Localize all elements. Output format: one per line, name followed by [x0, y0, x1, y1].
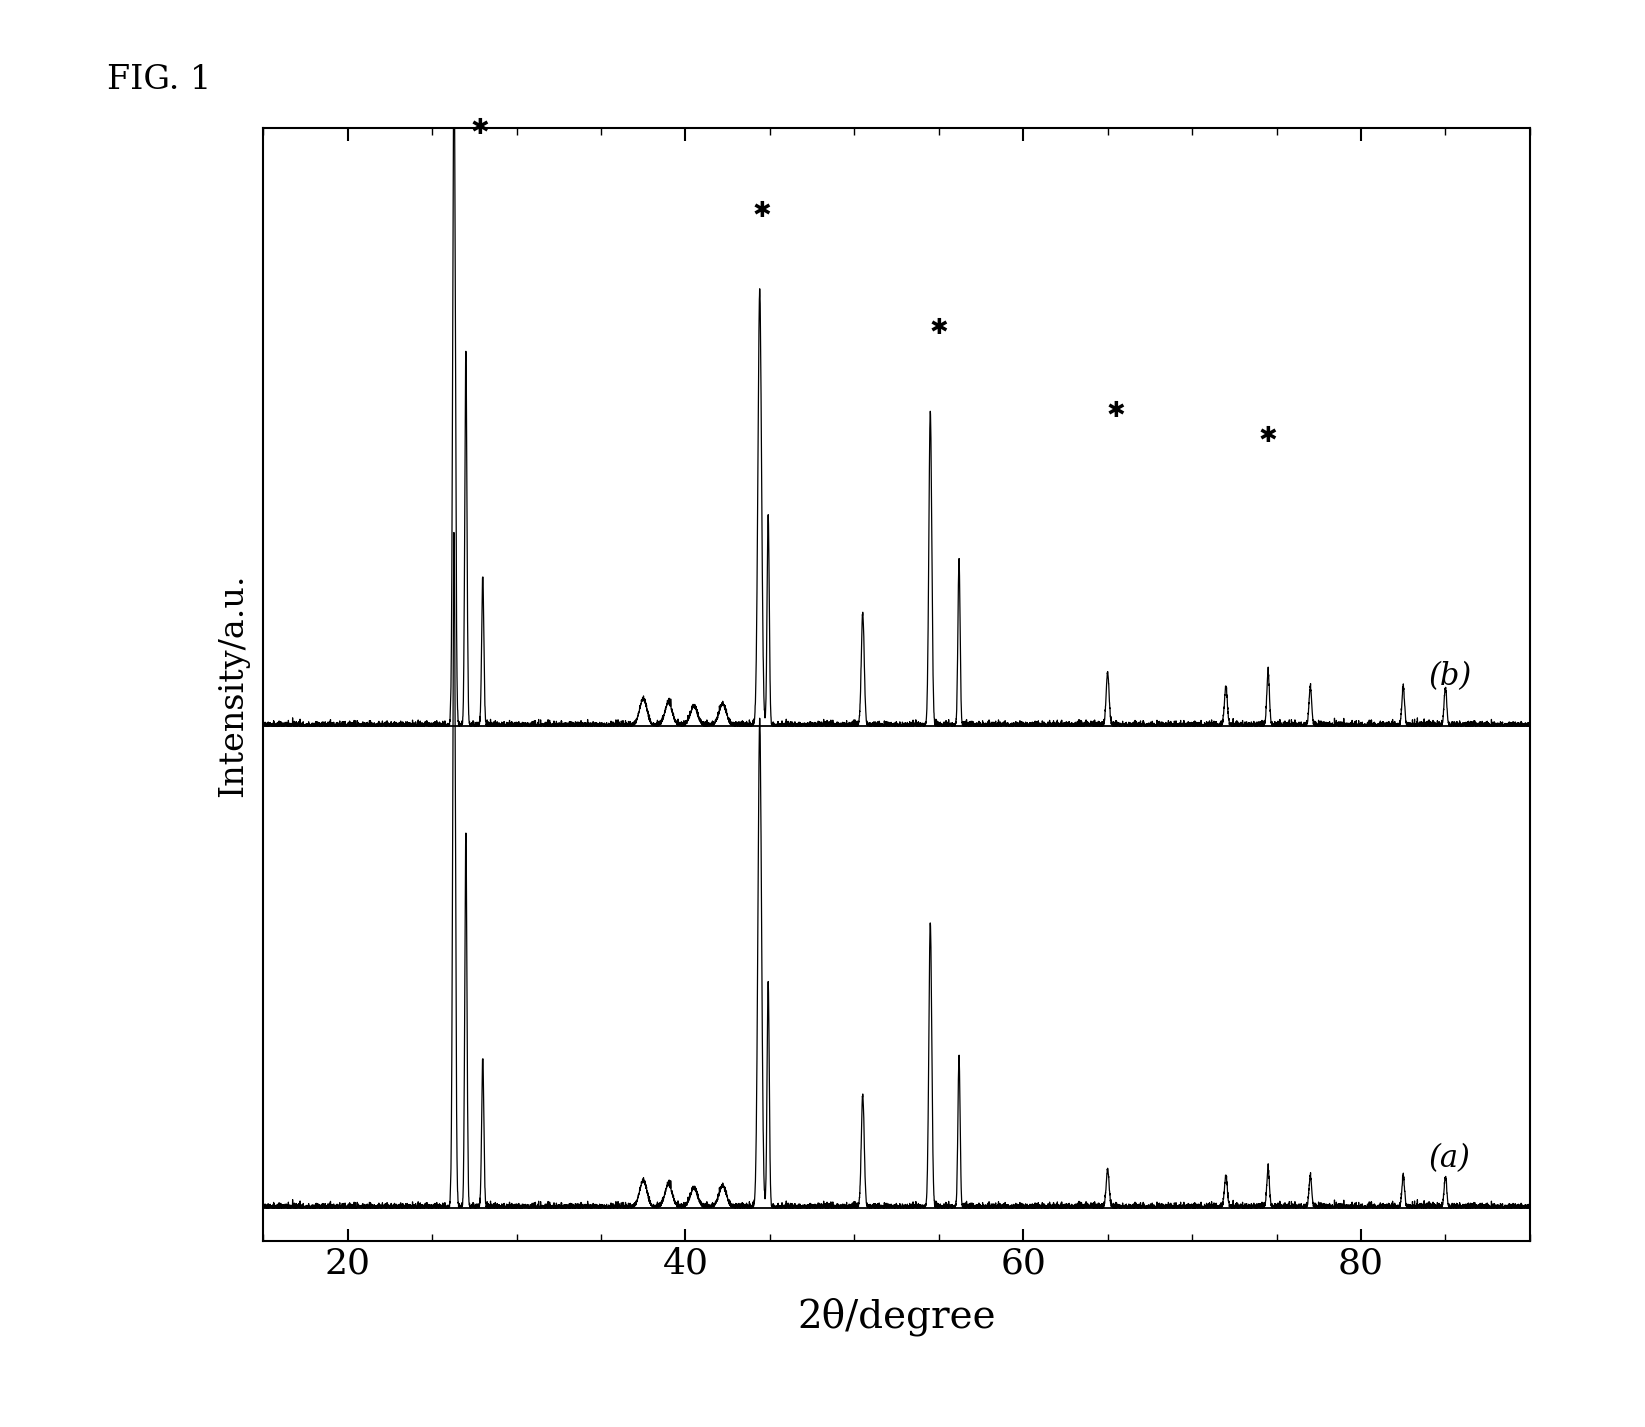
- X-axis label: 2θ/degree: 2θ/degree: [798, 1297, 995, 1336]
- Text: ✱: ✱: [470, 118, 489, 138]
- Text: (b): (b): [1428, 661, 1472, 692]
- Text: FIG. 1: FIG. 1: [107, 64, 211, 96]
- Text: (a): (a): [1428, 1143, 1471, 1174]
- Text: ✱: ✱: [929, 318, 948, 338]
- Text: ✱: ✱: [752, 201, 772, 221]
- Text: ✱: ✱: [1107, 401, 1125, 421]
- Y-axis label: Intensity/a.u.: Intensity/a.u.: [217, 574, 250, 796]
- Text: ✱: ✱: [1258, 425, 1278, 445]
